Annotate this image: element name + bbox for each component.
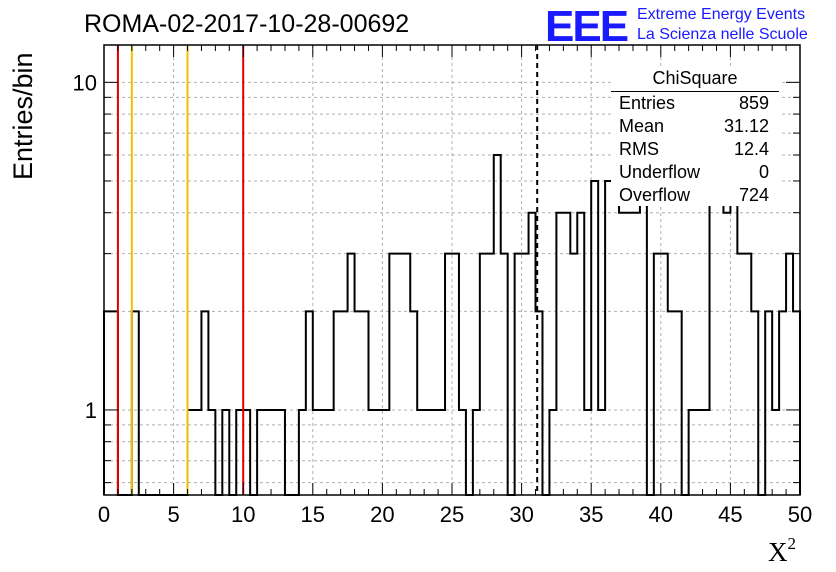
x-tick-label: 45 [718,502,742,527]
eee-logo-mark: EEE [545,2,629,51]
logo-line-2: La Scienza nelle Scuole [637,26,808,43]
stats-divider [611,91,779,92]
logo-line-1: Extreme Energy Events [637,6,806,23]
stats-value: 724 [738,185,769,205]
y-tick-label: 10 [73,70,97,95]
stats-label: Underflow [619,162,701,182]
x-tick-label: 40 [649,502,673,527]
chart-title: ROMA-02-2017-10-28-00692 [84,10,410,38]
stats-label: Mean [619,116,665,136]
stats-value: 31.12 [723,116,769,136]
x-tick-label: 0 [98,502,110,527]
x-tick-label: 25 [440,502,464,527]
stats-label: Overflow [619,185,691,205]
x-tick-label: 5 [167,502,179,527]
x-axis-label-symbol: X [768,537,788,567]
stats-row-mean: Mean 31.12 [619,116,769,138]
x-axis-label: X2 [768,534,797,568]
stats-row-overflow: Overflow 724 [619,185,769,207]
stats-label: Entries [619,93,676,113]
x-tick-label: 30 [509,502,533,527]
y-axis-label: Entries/bin [8,52,38,180]
stats-row-rms: RMS 12.4 [619,139,769,161]
x-axis-label-superscript: 2 [787,534,797,553]
stats-title: ChiSquare [652,68,738,88]
stats-value: 859 [738,93,769,113]
stats-row-underflow: Underflow 0 [619,162,769,184]
x-tick-label: 20 [370,502,394,527]
y-tick-label: 1 [85,398,97,423]
stats-row-entries: Entries 859 [619,93,769,115]
stats-value: 0 [758,162,769,182]
x-tick-label: 35 [579,502,603,527]
stats-label: RMS [619,139,659,159]
x-tick-label: 50 [788,502,812,527]
x-tick-label: 10 [231,502,255,527]
stats-value: 12.4 [733,139,769,159]
stats-box: ChiSquare Entries 859 Mean 31.12 RMS 12.… [611,66,779,206]
histogram-outline [103,132,801,496]
x-tick-label: 15 [301,502,325,527]
